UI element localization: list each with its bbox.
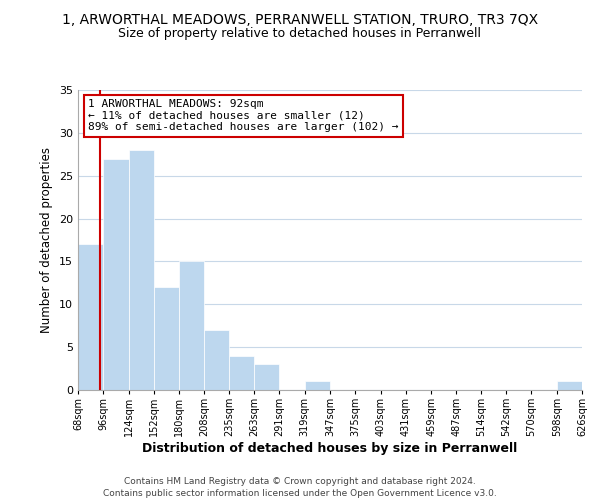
Bar: [205, 330, 229, 390]
Bar: [128, 150, 154, 390]
Text: 1 ARWORTHAL MEADOWS: 92sqm
← 11% of detached houses are smaller (12)
89% of semi: 1 ARWORTHAL MEADOWS: 92sqm ← 11% of deta…: [88, 99, 398, 132]
Bar: [103, 158, 128, 390]
Text: 1, ARWORTHAL MEADOWS, PERRANWELL STATION, TRURO, TR3 7QX: 1, ARWORTHAL MEADOWS, PERRANWELL STATION…: [62, 12, 538, 26]
Bar: [305, 382, 330, 390]
Bar: [254, 364, 280, 390]
Bar: [557, 382, 582, 390]
Text: Size of property relative to detached houses in Perranwell: Size of property relative to detached ho…: [119, 28, 482, 40]
X-axis label: Distribution of detached houses by size in Perranwell: Distribution of detached houses by size …: [142, 442, 518, 455]
Text: Contains public sector information licensed under the Open Government Licence v3: Contains public sector information licen…: [103, 489, 497, 498]
Bar: [179, 262, 205, 390]
Bar: [78, 244, 103, 390]
Bar: [154, 287, 179, 390]
Bar: [229, 356, 254, 390]
Y-axis label: Number of detached properties: Number of detached properties: [40, 147, 53, 333]
Text: Contains HM Land Registry data © Crown copyright and database right 2024.: Contains HM Land Registry data © Crown c…: [124, 478, 476, 486]
